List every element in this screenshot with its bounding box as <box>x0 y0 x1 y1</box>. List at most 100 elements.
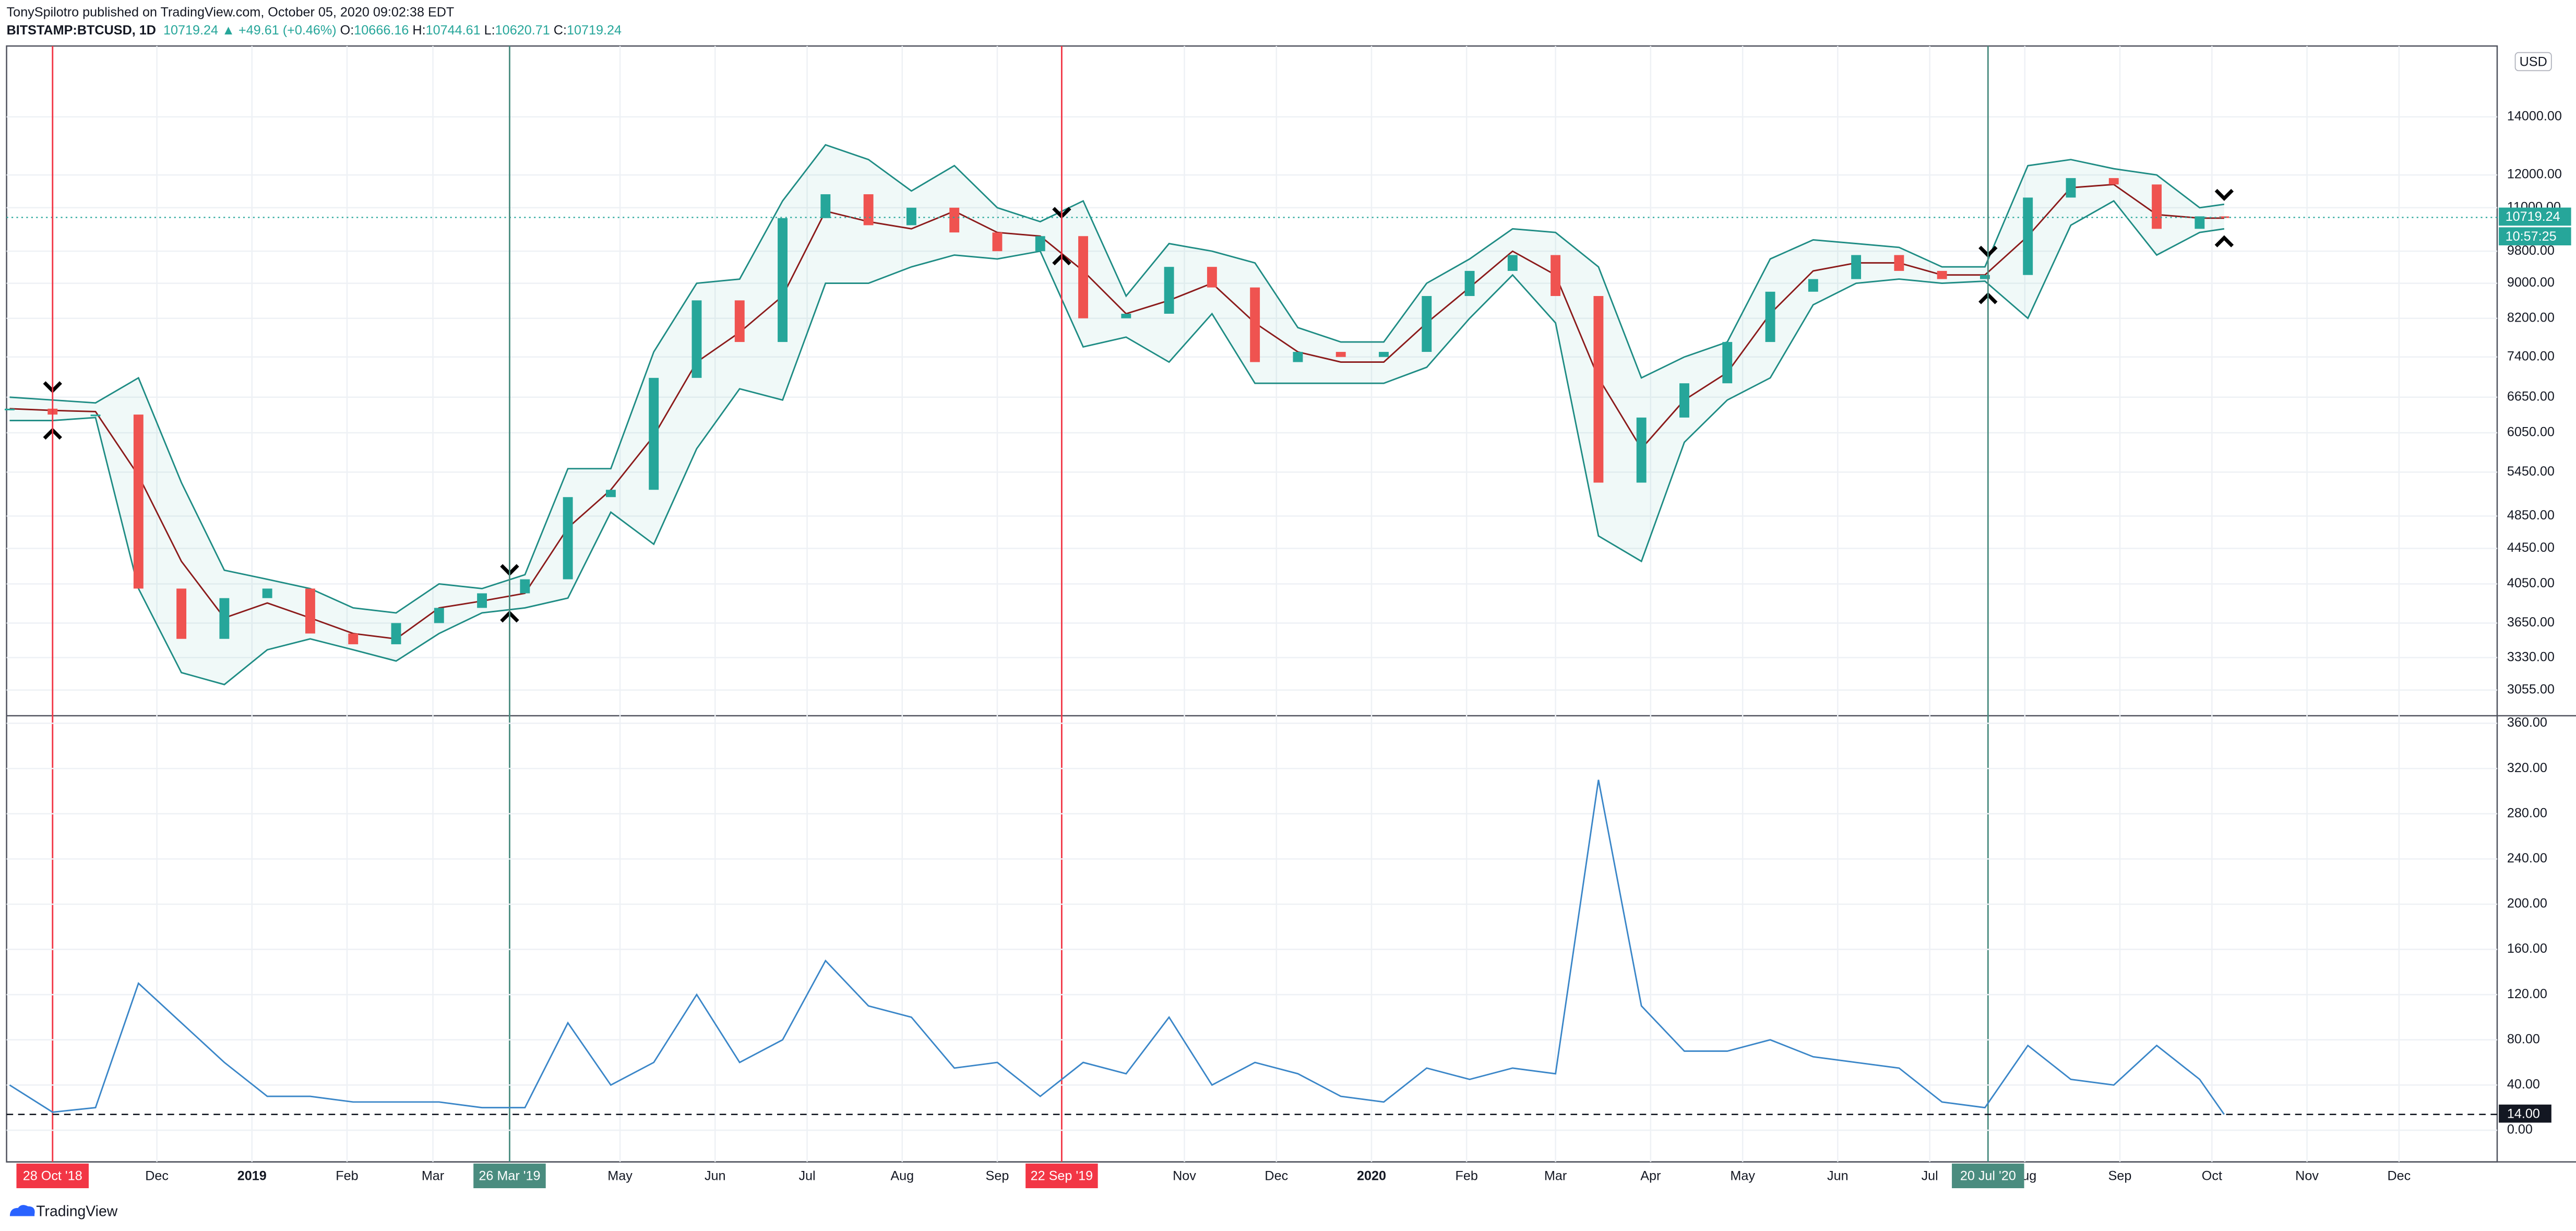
publish-line: TonySpilotro published on TradingView.co… <box>6 5 455 20</box>
candle <box>1250 287 1260 362</box>
threshold-label: 14.00 <box>2507 1106 2540 1121</box>
y-tick-label: 320.00 <box>2507 761 2547 775</box>
candle <box>2219 216 2229 218</box>
y-tick-label: 12000.00 <box>2507 167 2562 182</box>
candle <box>1464 270 1475 297</box>
candle <box>563 497 573 579</box>
candle <box>1507 255 1518 271</box>
signal-marker <box>2214 235 2234 247</box>
ohlc-value: 10719.24 <box>566 23 622 38</box>
y-tick-label: 6650.00 <box>2507 389 2555 404</box>
x-tick-label: Oct <box>2202 1169 2222 1183</box>
line <box>9 779 2225 1115</box>
x-tick-label: Dec <box>1265 1169 1288 1183</box>
candle <box>1679 383 1689 418</box>
y-tick-label: 3650.00 <box>2507 615 2555 630</box>
candle <box>2066 178 2076 198</box>
x-tick-label: Sep <box>2108 1169 2132 1183</box>
x-tick-label: 2020 <box>1357 1169 1386 1183</box>
candle <box>691 300 702 378</box>
candle <box>434 608 444 623</box>
candle <box>391 623 401 645</box>
quote-line: BITSTAMP:BTCUSD, 1D 10719.24 ▲ +49.61 (+… <box>7 21 622 40</box>
band-line <box>9 200 2225 685</box>
candle <box>2108 178 2119 185</box>
candle <box>1851 255 1862 279</box>
x-tick-label: May <box>607 1169 633 1183</box>
event-label: 20 Jul '20 <box>1960 1169 2016 1183</box>
ohlc-value: 10666.16 <box>354 23 409 38</box>
candle <box>734 300 745 342</box>
candle <box>1335 352 1346 357</box>
x-tick-label: Jul <box>798 1169 815 1183</box>
candle <box>1164 267 1174 314</box>
candle <box>1636 417 1647 483</box>
threshold-box <box>2499 1104 2551 1123</box>
event-label: 22 Sep '19 <box>1031 1169 1093 1183</box>
ohlc-label: H: <box>412 23 426 38</box>
candle <box>1207 267 1217 288</box>
x-tick-label: Aug <box>890 1169 914 1183</box>
candle <box>1808 279 1818 292</box>
y-tick-label: 360.00 <box>2507 715 2547 730</box>
y-tick-label: 0.00 <box>2507 1122 2533 1137</box>
candle <box>262 588 272 598</box>
y-tick-label: 200.00 <box>2507 896 2547 911</box>
event-label-box <box>16 1163 89 1189</box>
y-tick-label: 5450.00 <box>2507 464 2555 479</box>
y-tick-label: 4850.00 <box>2507 508 2555 523</box>
candle <box>219 598 230 639</box>
y-tick-label: 80.00 <box>2507 1032 2540 1046</box>
last-price-box <box>2499 207 2571 226</box>
y-tick-label: 240.00 <box>2507 851 2547 866</box>
x-tick-label: Jun <box>705 1169 726 1183</box>
symbol: BITSTAMP:BTCUSD, 1D <box>6 23 156 38</box>
x-tick-label: Nov <box>2295 1169 2319 1183</box>
x-tick-label: Mar <box>1544 1169 1567 1183</box>
candle <box>1379 352 1389 357</box>
candle <box>949 207 960 233</box>
candle <box>906 207 916 226</box>
candle <box>863 194 874 226</box>
ohlc-label: O: <box>340 23 354 38</box>
band-line <box>9 183 2224 640</box>
candle <box>820 194 831 218</box>
candle <box>1593 296 1604 483</box>
y-tick-label: 8200.00 <box>2507 310 2555 325</box>
band-line <box>9 144 2225 614</box>
candle <box>1551 255 1561 297</box>
header: TonySpilotro published on TradingView.co… <box>7 3 622 39</box>
candle <box>1937 270 1947 279</box>
countdown-label: 10:57:25 <box>2506 229 2557 244</box>
y-tick-label: 160.00 <box>2507 941 2547 956</box>
y-tick-label: 4050.00 <box>2507 576 2555 590</box>
last-price-label: 10719.24 <box>2506 209 2560 224</box>
x-tick-label: Jun <box>1827 1169 1848 1183</box>
y-tick-label: 120.00 <box>2507 987 2547 1001</box>
x-tick-label: Dec <box>145 1169 169 1183</box>
ohlc-label: L: <box>484 23 495 38</box>
ohlc-value: 10620.71 <box>495 23 550 38</box>
change: ▲ +49.61 (+0.46%) <box>222 23 337 38</box>
candle <box>1035 236 1045 252</box>
y-tick-label: 9000.00 <box>2507 275 2555 290</box>
x-tick-label: Sep <box>986 1169 1009 1183</box>
candle <box>992 232 1003 252</box>
ohlc-value: 10744.61 <box>425 23 481 38</box>
candle <box>2195 216 2205 229</box>
candle <box>1765 291 1775 342</box>
y-tick-label: 14000.00 <box>2507 109 2562 124</box>
event-label-box <box>473 1163 546 1189</box>
candle <box>649 377 659 490</box>
x-tick-label: Jul <box>1922 1169 1938 1183</box>
candle <box>2023 197 2033 275</box>
y-tick-label: 3055.00 <box>2507 682 2555 696</box>
candle <box>1722 342 1733 384</box>
signal-marker <box>2214 188 2234 201</box>
x-tick-label: 2019 <box>237 1169 267 1183</box>
candle <box>133 415 144 589</box>
x-tick-label: Feb <box>1455 1169 1477 1183</box>
x-tick-label: Apr <box>1640 1169 1661 1183</box>
